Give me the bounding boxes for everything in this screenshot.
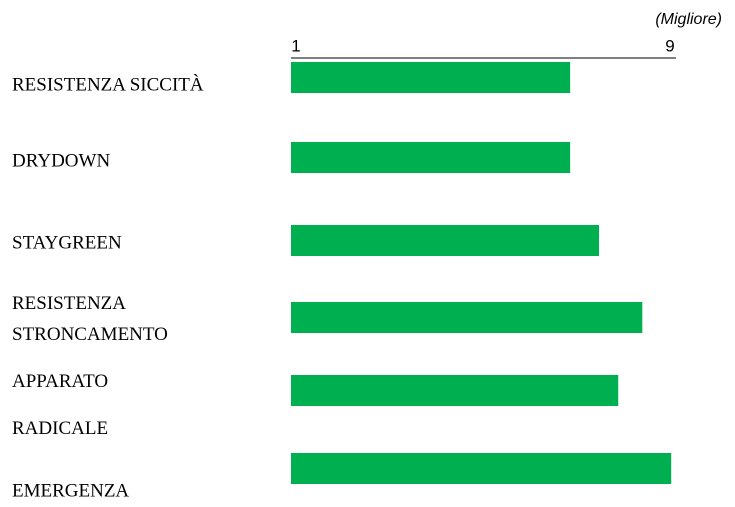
x-tick-label: 9 xyxy=(665,36,674,55)
category-label: EMERGENZA xyxy=(12,480,129,501)
bar xyxy=(291,62,571,93)
bar xyxy=(291,225,599,256)
bar xyxy=(291,375,619,406)
bar xyxy=(291,302,643,333)
category-label: STAYGREEN xyxy=(12,232,122,253)
bar xyxy=(291,453,672,484)
category-label: RESISTENZA SICCITÀ xyxy=(12,73,204,95)
category-label: RESISTENZA STRONCAMENTO xyxy=(12,293,168,345)
category-label: APPARATO RADICALE xyxy=(12,371,108,439)
annotation: (Migliore) xyxy=(655,11,722,28)
x-tick-label: 1 xyxy=(291,36,300,55)
bar xyxy=(291,142,571,173)
category-label: DRYDOWN xyxy=(12,150,110,171)
